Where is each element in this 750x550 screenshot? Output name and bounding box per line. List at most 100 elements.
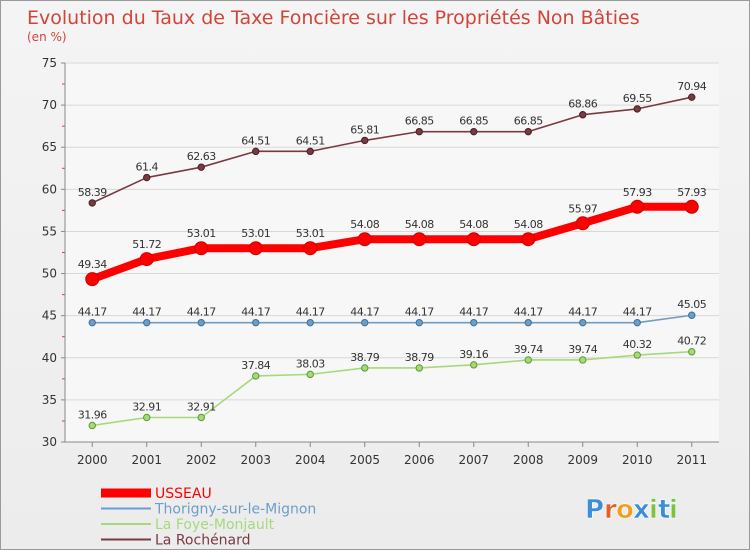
chart-title: Evolution du Taux de Taxe Foncière sur l… (27, 7, 640, 29)
data-point (524, 318, 532, 327)
data-point (139, 252, 154, 267)
data-point (688, 311, 696, 319)
data-point (579, 356, 587, 364)
series-line (91, 350, 693, 427)
x-tick-label: 2009 (567, 453, 598, 467)
legend-item: La Rochénard (101, 533, 251, 549)
data-point (688, 93, 696, 101)
y-tick-label: 35 (42, 393, 57, 407)
data-label: 38.03 (296, 357, 325, 370)
legend-item: La Foye-Monjault (101, 517, 275, 533)
data-point (579, 111, 587, 119)
data-label: 32.91 (187, 400, 216, 413)
data-label: 57.93 (677, 186, 706, 199)
x-tick-label: 2003 (240, 453, 271, 467)
data-label: 44.17 (623, 306, 652, 319)
series-la-roch-nard: 58.39 61.4 62.63 64.51 64.51 65.81 66.85 66.85 6… (78, 80, 707, 207)
data-label: 53.01 (241, 227, 270, 240)
data-point (415, 318, 423, 327)
x-tick-label: 2004 (295, 453, 326, 467)
data-label: 65.81 (350, 123, 379, 136)
data-point (252, 147, 260, 156)
x-tick-label: 2000 (77, 453, 108, 467)
data-point (194, 241, 209, 256)
x-tick-label: 2007 (458, 453, 489, 467)
data-point (524, 127, 532, 136)
logo-letter: i (669, 495, 678, 525)
data-point (252, 318, 260, 327)
data-point (197, 413, 205, 422)
data-point (415, 127, 423, 136)
data-point (633, 318, 641, 327)
data-label: 68.86 (568, 98, 597, 111)
data-label: 70.94 (677, 80, 706, 93)
legend-item: Thorigny-sur-le-Mignon (101, 502, 316, 518)
data-point (143, 413, 151, 422)
data-point (306, 370, 314, 379)
data-label: 58.39 (78, 186, 107, 199)
data-point (85, 272, 100, 287)
data-label: 39.74 (514, 343, 543, 356)
data-label: 44.17 (241, 306, 270, 319)
x-tick-label: 2010 (622, 453, 653, 467)
data-point (524, 356, 532, 364)
data-label: 44.17 (350, 306, 379, 319)
data-label: 44.17 (459, 306, 488, 319)
data-point (252, 372, 260, 380)
data-label: 51.72 (132, 238, 161, 251)
data-label: 53.01 (296, 227, 325, 240)
data-label: 44.17 (296, 306, 325, 319)
logo-letter: r (604, 495, 617, 525)
data-point (361, 136, 369, 145)
logo-letter: x (633, 495, 650, 525)
legend-label: USSEAU (155, 486, 212, 502)
data-point (361, 318, 369, 327)
data-label: 49.34 (78, 258, 107, 271)
logo-letter: o (616, 495, 634, 525)
logo-letter: i (649, 495, 658, 525)
data-label: 54.08 (405, 218, 434, 231)
data-point (88, 318, 96, 327)
data-label: 44.17 (187, 306, 216, 319)
data-label: 53.01 (187, 227, 216, 240)
data-label: 54.08 (514, 218, 543, 231)
data-point (470, 361, 478, 369)
series-la-foye-monjault: 31.96 32.91 32.91 37.84 38.03 38.79 38.79 39.16… (78, 335, 707, 430)
data-label: 62.63 (187, 150, 216, 163)
chart-subtitle: (en %) (27, 30, 67, 44)
series-line (91, 314, 693, 324)
y-tick-label: 45 (42, 309, 57, 323)
series-line (91, 96, 693, 204)
data-point (466, 232, 481, 247)
y-tick-label: 30 (42, 435, 57, 449)
series-thorigny-sur-le-mignon: 44.17 44.17 44.17 44.17 44.17 44.17 44.17 44.17… (78, 298, 707, 327)
data-label: 66.85 (405, 115, 434, 128)
data-point (633, 105, 641, 113)
data-point (412, 232, 427, 247)
logo-letter: P (585, 495, 604, 525)
x-tick-label: 2008 (513, 453, 544, 467)
series-line (88, 202, 696, 284)
data-label: 66.85 (514, 115, 543, 128)
data-label: 38.79 (405, 351, 434, 364)
data-label: 40.32 (623, 338, 652, 351)
data-label: 39.16 (459, 348, 488, 361)
y-tick-label: 40 (42, 351, 57, 365)
data-label: 44.17 (132, 306, 161, 319)
data-label: 66.85 (459, 115, 488, 128)
data-point (688, 348, 696, 356)
logo-letter: t (658, 495, 670, 525)
data-label: 61.4 (136, 161, 159, 174)
data-label: 44.17 (405, 306, 434, 319)
data-label: 31.96 (78, 408, 107, 421)
data-label: 64.51 (241, 134, 270, 147)
y-tick-label: 75 (42, 56, 57, 70)
x-tick-label: 2005 (349, 453, 380, 467)
series-layer: 58.39 61.4 62.63 64.51 64.51 65.81 66.85 66.85 6… (78, 80, 707, 430)
data-label: 54.08 (459, 218, 488, 231)
data-label: 38.79 (350, 351, 379, 364)
x-tick-label: 2011 (676, 453, 707, 467)
data-label: 44.17 (514, 306, 543, 319)
legend-label: Thorigny-sur-le-Mignon (154, 502, 316, 518)
